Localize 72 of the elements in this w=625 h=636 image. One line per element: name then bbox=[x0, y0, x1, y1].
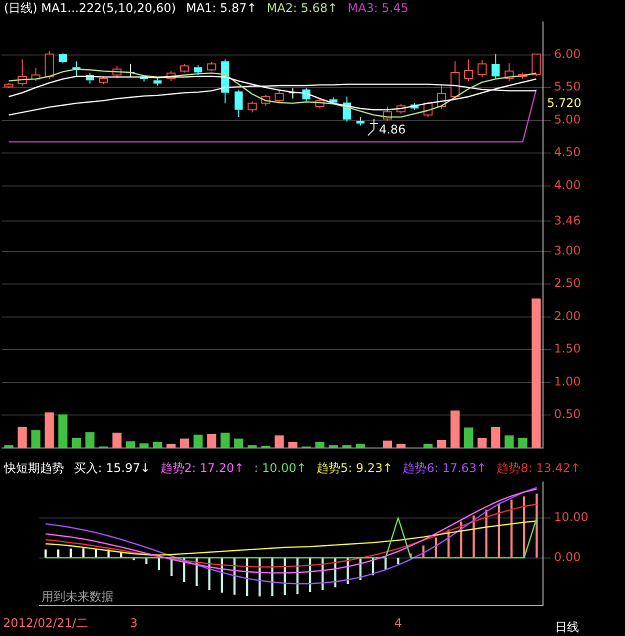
bar bbox=[342, 445, 352, 448]
y-tick-label: 2.00 bbox=[554, 308, 581, 323]
text: 5.720 bbox=[547, 96, 582, 110]
y-tick-label: 5.00 bbox=[554, 112, 581, 126]
x-axis-title: 日线 bbox=[555, 620, 579, 634]
bar bbox=[328, 445, 338, 448]
chart-title: 快短期趋势 bbox=[3, 461, 64, 476]
bar bbox=[18, 426, 27, 448]
bar bbox=[112, 432, 122, 448]
x-tick-label: 2012/02/21/二 bbox=[3, 616, 88, 630]
bar bbox=[464, 427, 474, 448]
bar bbox=[450, 410, 460, 448]
y-tick-label: 3.00 bbox=[554, 243, 581, 258]
bar bbox=[288, 442, 298, 448]
bar bbox=[126, 441, 136, 448]
bar bbox=[207, 434, 216, 448]
text: MA2: 5.68↑ bbox=[266, 1, 338, 16]
bar bbox=[382, 440, 392, 448]
y-tick-label: 5.50 bbox=[554, 80, 581, 94]
annotation: 4.86 bbox=[378, 122, 406, 137]
y-tick-label: 6.00 bbox=[554, 46, 581, 61]
y-tick-label: 10.00 bbox=[554, 510, 588, 524]
bar bbox=[31, 430, 40, 448]
bar bbox=[58, 414, 68, 448]
y-tick-label: 1.50 bbox=[554, 342, 581, 356]
text: : 10.00↑ bbox=[254, 461, 306, 476]
bar bbox=[57, 549, 60, 558]
text: 趋势5: 9.23↑ bbox=[316, 461, 393, 476]
bar bbox=[220, 432, 230, 448]
bar bbox=[70, 548, 72, 558]
y-tick-label: 1.00 bbox=[554, 374, 581, 388]
y-tick-label: 0.00 bbox=[554, 550, 581, 564]
bar bbox=[437, 440, 446, 448]
bar bbox=[85, 432, 94, 448]
text: 趋势2: 17.20↑ bbox=[160, 461, 244, 476]
y-tick-label: 0.50 bbox=[554, 407, 581, 422]
bar bbox=[44, 412, 54, 448]
candlestick bbox=[58, 54, 67, 64]
bar bbox=[397, 558, 400, 564]
bar bbox=[504, 435, 514, 448]
y-tick-label: 3.46 bbox=[554, 213, 581, 228]
bar bbox=[518, 438, 528, 448]
text: 趋势8: 13.42↑ bbox=[496, 461, 581, 476]
candlestick bbox=[492, 54, 500, 79]
bar bbox=[536, 494, 538, 558]
text: MA1: 5.87↑ bbox=[186, 1, 257, 16]
bar bbox=[491, 426, 500, 448]
bar bbox=[532, 298, 541, 448]
text: MA3: 5.45 bbox=[348, 1, 408, 16]
bar bbox=[478, 438, 487, 448]
bar bbox=[180, 438, 190, 448]
text: 买入: 15.97↓ bbox=[74, 461, 150, 476]
x-tick-label: 4 bbox=[394, 616, 402, 630]
bar bbox=[72, 438, 81, 448]
bar bbox=[152, 442, 162, 448]
candlestick bbox=[356, 116, 364, 126]
candlestick bbox=[153, 78, 162, 86]
y-tick-label: 4.50 bbox=[554, 145, 581, 160]
x-tick-label: 3 bbox=[130, 616, 138, 630]
text: 趋势6: 17.63↑ bbox=[402, 461, 487, 476]
bar bbox=[194, 434, 203, 448]
bar bbox=[234, 438, 244, 448]
bar bbox=[315, 442, 324, 448]
chart-title: (日线) MA1...222(5,10,20,60) bbox=[4, 1, 176, 16]
y-tick-label: 4.00 bbox=[554, 178, 581, 192]
bar bbox=[248, 445, 257, 448]
y-tick-label: 2.50 bbox=[554, 276, 581, 290]
bar bbox=[4, 445, 14, 448]
candlestick bbox=[234, 90, 243, 118]
bar bbox=[139, 443, 149, 448]
bar bbox=[274, 435, 284, 448]
annotation: 用到未来数据 bbox=[41, 590, 114, 604]
